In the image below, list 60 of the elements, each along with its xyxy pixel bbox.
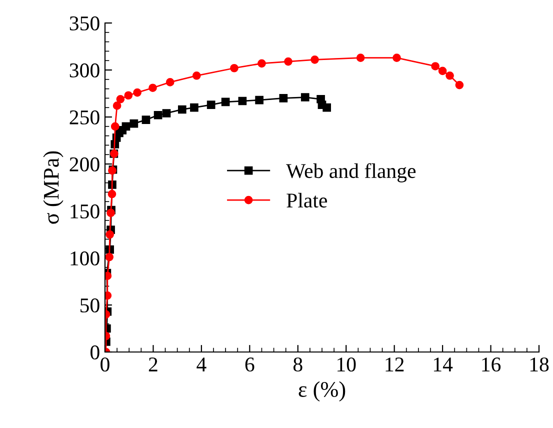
- y-tick-label: 200: [70, 157, 100, 172]
- point: [105, 252, 114, 262]
- x-tick-label: 12: [386, 358, 404, 372]
- y-axis-title: σ (MPa): [43, 151, 64, 224]
- point: [258, 59, 266, 68]
- point: [431, 62, 440, 70]
- point: [322, 103, 331, 112]
- point: [178, 105, 186, 114]
- point: [130, 119, 138, 128]
- point: [105, 291, 112, 300]
- point: [105, 272, 112, 280]
- y-tick-label: 350: [70, 16, 100, 30]
- y-tick-label: 50: [80, 298, 100, 312]
- point: [438, 66, 447, 76]
- x-tick-label: 16: [482, 358, 501, 372]
- x-tick-label: 10: [338, 357, 356, 372]
- point: [279, 94, 288, 102]
- point: [190, 103, 198, 112]
- y-tick-label: 100: [70, 251, 100, 266]
- point: [112, 102, 122, 110]
- point: [108, 190, 116, 198]
- point: [142, 116, 150, 124]
- point: [356, 54, 365, 62]
- point: [238, 96, 247, 106]
- point: [221, 98, 230, 106]
- point: [116, 94, 125, 104]
- x-tick-label: 0: [100, 357, 110, 372]
- point: [166, 78, 174, 86]
- y-tick-label: 250: [70, 110, 100, 124]
- point: [124, 91, 133, 100]
- x-tick-label: 14: [434, 358, 453, 372]
- point: [455, 80, 464, 90]
- legend-label: Web and flange: [286, 163, 416, 182]
- x-tick-label: 2: [148, 358, 158, 372]
- x-axis-title: ε (%): [298, 381, 346, 402]
- point: [310, 55, 319, 64]
- point: [162, 109, 171, 118]
- y-tick-label: 0: [90, 345, 100, 360]
- point: [392, 54, 401, 62]
- point: [300, 93, 310, 102]
- point: [110, 122, 120, 131]
- x-tick-label: 8: [293, 357, 302, 372]
- x-tick-label: 4: [196, 358, 206, 372]
- x-tick-label: 18: [530, 357, 549, 372]
- point: [106, 230, 114, 239]
- legend-label: Plate: [286, 192, 327, 208]
- point: [284, 57, 292, 66]
- point: [122, 122, 130, 131]
- point: [230, 64, 238, 72]
- point: [106, 208, 115, 218]
- y-tick-label: 150: [70, 204, 100, 218]
- point: [154, 110, 162, 120]
- point: [206, 100, 216, 109]
- point: [446, 71, 454, 80]
- x-tick-label: 6: [245, 358, 254, 372]
- point: [192, 71, 201, 80]
- point: [133, 88, 142, 97]
- y-tick-label: 300: [70, 63, 100, 78]
- point: [148, 84, 157, 92]
- point: [255, 96, 264, 104]
